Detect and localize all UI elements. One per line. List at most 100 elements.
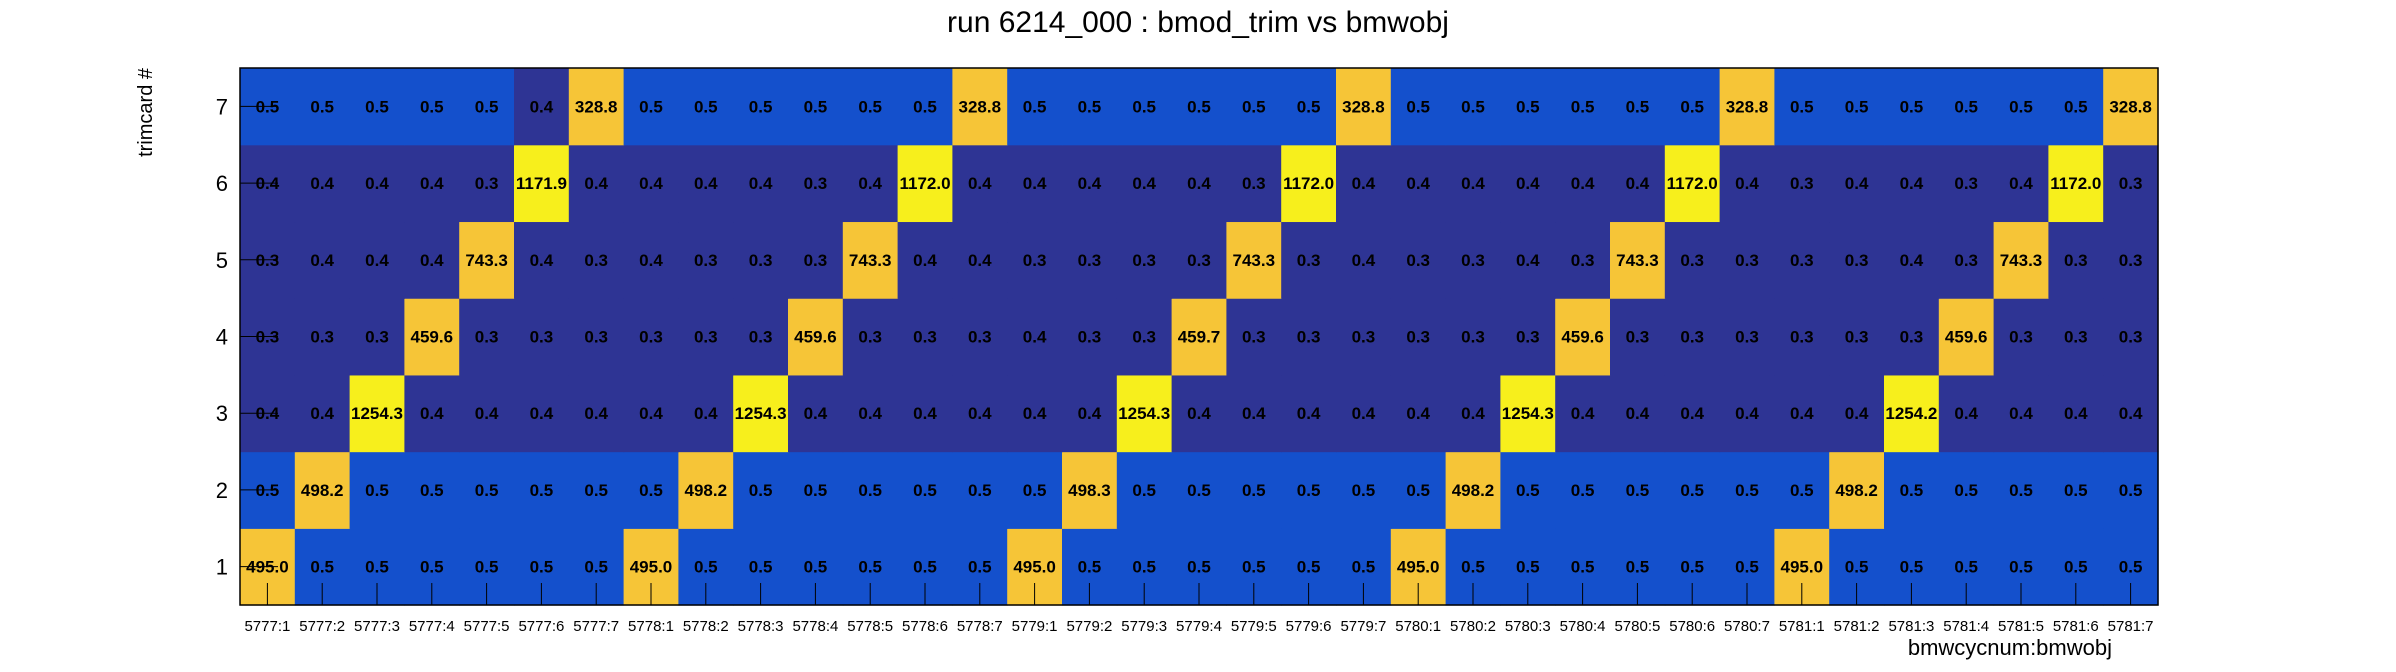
- heatmap-cell: [1884, 298, 1940, 376]
- cell-value-label: 1254.2: [1885, 404, 1937, 423]
- cell-value-label: 0.3: [1900, 328, 1924, 347]
- cell-value-label: 0.3: [694, 251, 718, 270]
- cell-value-label: 0.5: [1132, 481, 1156, 500]
- x-tick-label: 5781:2: [1834, 618, 1880, 635]
- heatmap-cell: [1281, 68, 1337, 146]
- heatmap-cell: [1390, 68, 1447, 146]
- cell-value-label: 0.4: [858, 174, 882, 193]
- heatmap-cell: [1390, 374, 1447, 453]
- x-tick-label: 5778:4: [792, 618, 838, 635]
- heatmap-cell: [294, 298, 351, 376]
- cell-value-label: 0.5: [694, 97, 718, 116]
- heatmap-cell: [1226, 144, 1282, 223]
- heatmap-cell: [404, 144, 460, 223]
- heatmap-cell: [1610, 374, 1666, 453]
- heatmap-cell: [1336, 374, 1392, 453]
- heatmap-cell: [1664, 451, 1721, 529]
- cell-value-label: 0.3: [1023, 251, 1047, 270]
- heatmap-cell: [349, 374, 405, 453]
- heatmap-cell: [1884, 144, 1940, 223]
- heatmap-cell: [1884, 221, 1940, 299]
- heatmap-cell: [349, 298, 405, 376]
- heatmap-cell: [514, 68, 570, 146]
- cell-value-label: 0.4: [639, 251, 663, 270]
- cell-value-label: 0.5: [1297, 558, 1321, 577]
- cell-value-label: 0.5: [1187, 97, 1211, 116]
- cell-value-label: 0.4: [1023, 174, 1047, 193]
- heatmap-cell: [952, 68, 1008, 146]
- cell-value-label: 0.5: [2064, 97, 2088, 116]
- cell-value-label: 0.5: [1900, 481, 1924, 500]
- cell-value-label: 1254.3: [351, 404, 403, 423]
- cell-value-label: 0.5: [310, 97, 334, 116]
- heatmap-cell: [1610, 298, 1666, 376]
- cell-value-label: 0.4: [1900, 174, 1924, 193]
- cell-value-label: 0.4: [639, 174, 663, 193]
- heatmap-cell: [2103, 374, 2159, 453]
- heatmap-cell: [1500, 451, 1556, 529]
- heatmap-cell: [788, 144, 844, 223]
- cell-value-label: 0.4: [1571, 404, 1595, 423]
- heatmap-cell: [1062, 374, 1118, 453]
- heatmap-cell: [1774, 68, 1830, 146]
- x-tick-label: 5777:2: [299, 618, 345, 635]
- heatmap-cell: [1664, 68, 1721, 146]
- y-tick-label: 1: [216, 555, 228, 580]
- cell-value-label: 0.4: [1626, 404, 1650, 423]
- heatmap-cell: [1500, 374, 1556, 453]
- cell-value-label: 0.5: [1680, 558, 1704, 577]
- cell-value-label: 0.5: [804, 481, 828, 500]
- cell-value-label: 0.5: [1626, 481, 1650, 500]
- cell-value-label: 0.5: [365, 481, 389, 500]
- cell-value-label: 0.4: [1461, 404, 1485, 423]
- heatmap-cell: [1062, 451, 1118, 529]
- cell-value-label: 0.5: [1516, 481, 1540, 500]
- cell-value-label: 0.3: [475, 328, 499, 347]
- cell-value-label: 0.5: [1132, 558, 1156, 577]
- heatmap-cell: [1774, 374, 1830, 453]
- heatmap-cell: [897, 298, 953, 376]
- cell-value-label: 0.5: [1680, 97, 1704, 116]
- heatmap-cell: [1500, 298, 1556, 376]
- cell-value-label: 0.4: [1845, 404, 1869, 423]
- heatmap-cell: [733, 68, 789, 146]
- cell-value-label: 743.3: [849, 251, 892, 270]
- heatmap-cell: [1664, 221, 1721, 299]
- cell-value-label: 0.3: [1735, 251, 1759, 270]
- cell-value-label: 0.5: [749, 558, 773, 577]
- heatmap-cell: [1445, 144, 1501, 223]
- cell-value-label: 0.4: [475, 404, 499, 423]
- heatmap-cell: [2103, 144, 2159, 223]
- heatmap-cell: [623, 221, 679, 299]
- cell-value-label: 1172.0: [899, 174, 950, 193]
- heatmap-cell: [1445, 221, 1501, 299]
- heatmap-cell: [897, 451, 953, 529]
- heatmap-cell: [1500, 221, 1556, 299]
- heatmap-cell: [1390, 221, 1447, 299]
- heatmap-cell: [2048, 68, 2104, 146]
- cell-value-label: 0.5: [858, 481, 882, 500]
- cell-value-label: 0.4: [1461, 174, 1485, 193]
- y-tick-label: 7: [216, 94, 228, 119]
- cell-value-label: 0.5: [1187, 558, 1211, 577]
- cell-value-label: 495.0: [1781, 558, 1824, 577]
- heatmap-cell: [404, 451, 460, 529]
- cell-value-label: 459.6: [411, 328, 454, 347]
- heatmap-cell: [514, 298, 570, 376]
- cell-value-label: 459.6: [1561, 328, 1604, 347]
- cell-value-label: 459.7: [1178, 328, 1221, 347]
- heatmap-cell: [404, 298, 460, 376]
- cell-value-label: 0.5: [804, 558, 828, 577]
- cell-value-label: 0.4: [420, 404, 444, 423]
- x-tick-label: 5780:3: [1505, 618, 1551, 635]
- cell-value-label: 0.4: [530, 97, 554, 116]
- cell-value-label: 0.5: [1242, 97, 1266, 116]
- cell-value-label: 0.4: [639, 404, 663, 423]
- cell-value-label: 0.5: [913, 481, 937, 500]
- heatmap-cell: [842, 68, 899, 146]
- cell-value-label: 0.4: [1406, 404, 1430, 423]
- cell-value-label: 0.5: [1954, 481, 1978, 500]
- cell-value-label: 0.5: [1406, 481, 1430, 500]
- heatmap-cell: [1664, 144, 1721, 223]
- cell-value-label: 0.4: [365, 174, 389, 193]
